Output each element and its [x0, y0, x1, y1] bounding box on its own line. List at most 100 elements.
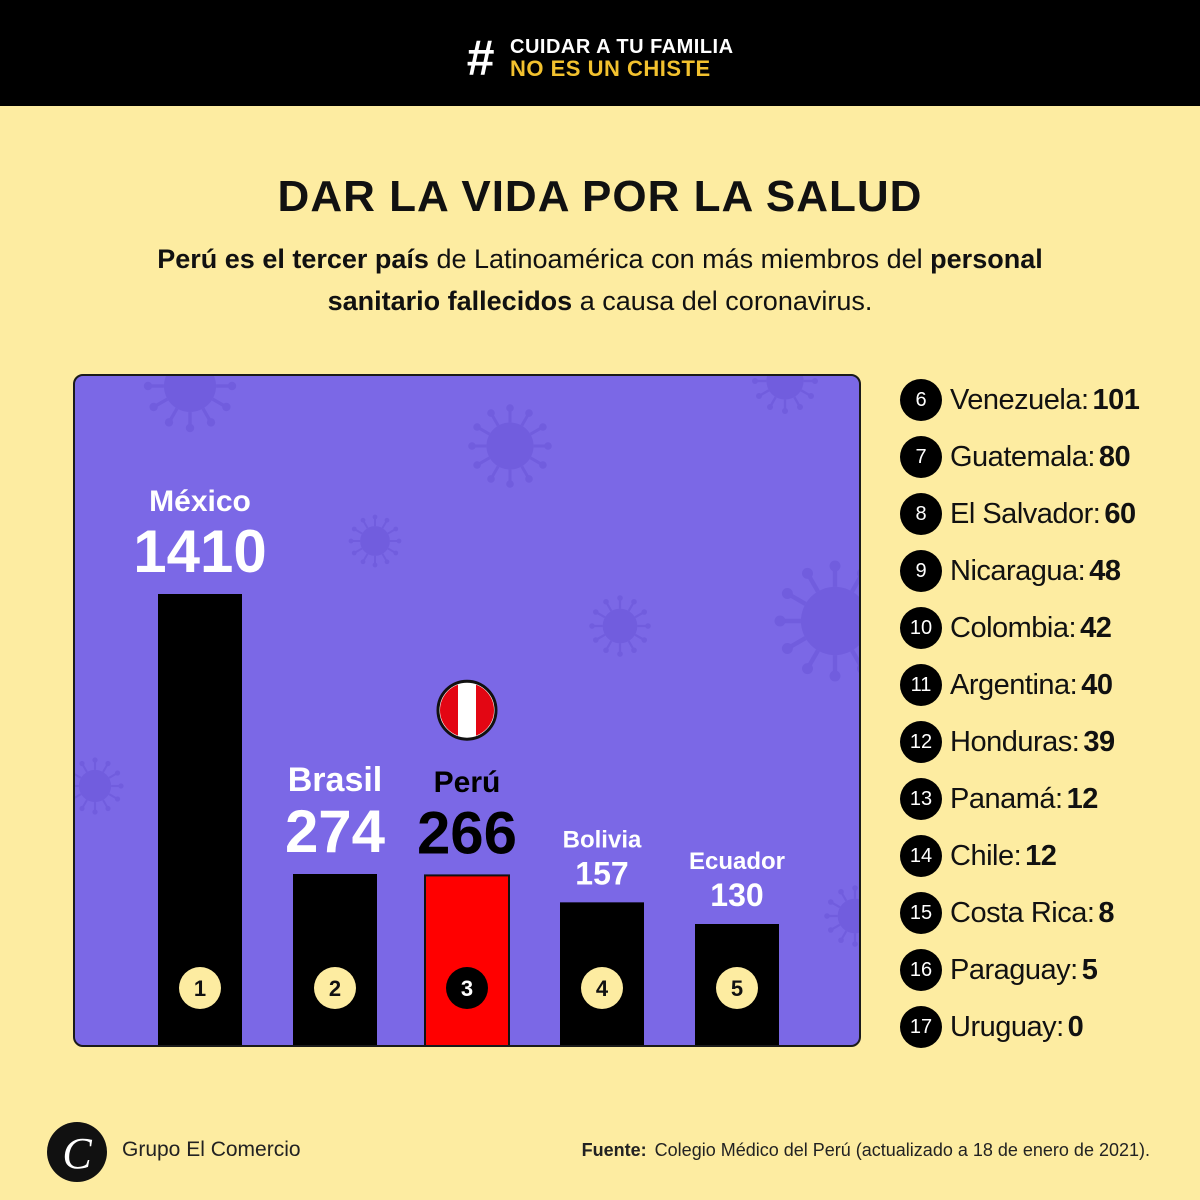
ranking-country: Paraguay: — [950, 953, 1078, 986]
rank-badge: 6 — [900, 379, 942, 421]
subtitle-bold-1: Perú es el tercer país — [157, 244, 429, 274]
ranking-text: Guatemala: 80 — [950, 440, 1131, 474]
rank-badge: 10 — [900, 607, 942, 649]
virus-background — [75, 376, 859, 947]
ranking-country: Venezuela: — [950, 383, 1089, 416]
ranking-country: Uruguay: — [950, 1010, 1064, 1043]
ranking-text: Honduras: 39 — [950, 726, 1115, 759]
ranking-row: 6 Venezuela: 101 — [900, 379, 1140, 421]
ranking-text: Panamá: 12 — [950, 783, 1098, 816]
ranking-country: El Salvador: — [950, 497, 1101, 530]
ranking-country: Panamá: — [950, 782, 1063, 815]
ranking-value: 80 — [1098, 440, 1131, 473]
bar-category-label: Bolivia — [563, 826, 642, 853]
ranking-row: 14 Chile: 12 — [900, 835, 1057, 877]
subtitle-bold-3: sanitario fallecidos — [327, 286, 573, 316]
rank-badge-label: 5 — [731, 976, 743, 1001]
ranking-country: Nicaragua: — [950, 554, 1086, 587]
ranking-country: Argentina: — [950, 668, 1078, 701]
rank-badge: 15 — [900, 892, 942, 934]
rank-badge-label: 1 — [194, 976, 206, 1001]
ranking-row: 16 Paraguay: 5 — [900, 949, 1098, 991]
bar-category-label: Ecuador — [689, 848, 785, 875]
ranking-country: Colombia: — [950, 611, 1077, 644]
rank-badge: 13 — [900, 778, 942, 820]
rank-badge-5 — [716, 967, 758, 1009]
ranking-value: 42 — [1080, 611, 1112, 644]
ranking-country: Honduras: — [950, 725, 1080, 758]
rank-badge: 16 — [900, 949, 942, 991]
rank-badge-4 — [581, 967, 623, 1009]
virus-icon — [824, 885, 859, 947]
ranking-value: 12 — [1025, 839, 1057, 872]
logo-text: Grupo El Comercio — [122, 1138, 301, 1161]
ranking-value: 39 — [1083, 725, 1115, 758]
bar-category-label: Brasil — [288, 761, 383, 799]
subtitle-line-2: sanitario fallecidos a causa del coronav… — [0, 286, 1200, 317]
rank-badge: 17 — [900, 1006, 942, 1048]
ranking-text: Paraguay: 5 — [950, 953, 1098, 987]
chart-panel: 1 1410 México 2 274 Brasil 3 266 Perú 4 157 Bolivia… — [73, 374, 861, 1047]
bar-category-label: México — [149, 485, 251, 518]
ranking-text: Costa Rica: 8 — [950, 896, 1115, 930]
ranking-value: 48 — [1089, 554, 1121, 587]
ranking-country: Costa Rica: — [950, 896, 1095, 929]
bar-perú — [424, 874, 510, 1045]
ranking-value: 12 — [1066, 782, 1099, 815]
ranking-row: 11 Argentina: 40 — [900, 664, 1113, 706]
ranking-country: Chile: — [950, 839, 1022, 872]
ranking-row: 9 Nicaragua: 48 — [900, 550, 1121, 592]
logo-letter: C — [62, 1129, 92, 1178]
ranking-row: 7 Guatemala: 80 — [900, 436, 1131, 478]
virus-icon — [75, 757, 124, 815]
ranking-text: Venezuela: 101 — [950, 383, 1140, 417]
bar-category-label: Perú — [434, 766, 501, 799]
ranking-row: 8 El Salvador: 60 — [900, 493, 1136, 535]
rank-badge: 7 — [900, 436, 942, 478]
ranking-text: Argentina: 40 — [950, 668, 1113, 702]
virus-icon — [348, 514, 402, 568]
el-comercio-logo-icon: C — [47, 1122, 107, 1182]
ranking-value: 8 — [1098, 896, 1115, 929]
ranking-text: Nicaragua: 48 — [950, 555, 1121, 588]
page-title: DAR LA VIDA POR LA SALUD — [277, 172, 923, 221]
ranking-text: Uruguay: 0 — [950, 1010, 1084, 1044]
bar-value-label: 157 — [575, 855, 628, 891]
ranking-value: 60 — [1104, 497, 1136, 530]
rank-badge-1 — [179, 967, 221, 1009]
ranking-text: Colombia: 42 — [950, 611, 1112, 645]
rank-badge: 12 — [900, 721, 942, 763]
peru-flag-icon — [436, 679, 498, 741]
banner-line-2: NO ES UN CHISTE — [510, 56, 711, 81]
banner-line-1: CUIDAR A TU FAMILIA — [510, 36, 734, 58]
rank-badge: 8 — [900, 493, 942, 535]
virus-icon — [589, 595, 651, 657]
bar-value-label: 274 — [285, 798, 386, 865]
bar-value-label: 130 — [710, 877, 763, 913]
ranking-value: 0 — [1067, 1010, 1084, 1043]
ranking-row: 15 Costa Rica: 8 — [900, 892, 1115, 934]
source-text: Colegio Médico del Perú (actualizado a 1… — [654, 1140, 1150, 1160]
ranking-row: 17 Uruguay: 0 — [900, 1006, 1084, 1048]
subtitle-bold-2: personal — [930, 244, 1043, 274]
ranking-row: 12 Honduras: 39 — [900, 721, 1115, 763]
source-note: Fuente: Colegio Médico del Perú (actualiz… — [582, 1140, 1150, 1161]
virus-icon — [143, 376, 237, 433]
virus-icon — [468, 404, 552, 488]
rank-badge: 11 — [900, 664, 942, 706]
ranking-text: Chile: 12 — [950, 839, 1057, 873]
source-label: Fuente: — [581, 1140, 647, 1160]
ranking-row: 13 Panamá: 12 — [900, 778, 1098, 820]
ranking-country: Guatemala: — [950, 440, 1095, 473]
hashtag-icon: # — [466, 30, 494, 86]
rank-badge: 14 — [900, 835, 942, 877]
virus-icon — [752, 376, 818, 414]
rank-badge-3 — [446, 967, 488, 1009]
ranking-text: El Salvador: 60 — [950, 498, 1136, 531]
ranking-row: 10 Colombia: 42 — [900, 607, 1112, 649]
bar-value-label: 1410 — [133, 518, 266, 585]
virus-icon — [774, 560, 859, 682]
rank-badge-label: 2 — [329, 976, 341, 1001]
